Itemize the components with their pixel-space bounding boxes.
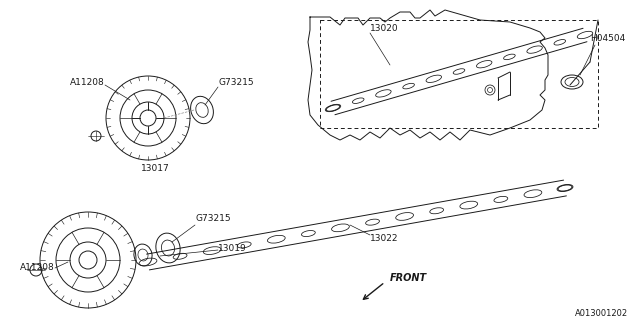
Text: 13022: 13022	[370, 234, 399, 243]
Text: H04504: H04504	[590, 34, 625, 43]
Text: G73215: G73215	[218, 77, 253, 86]
Text: G73215: G73215	[195, 213, 230, 222]
Text: A11208: A11208	[20, 263, 55, 273]
Text: 13019: 13019	[218, 244, 247, 252]
Text: 13017: 13017	[141, 164, 170, 172]
Text: FRONT: FRONT	[390, 273, 427, 283]
Text: A013001202: A013001202	[575, 309, 628, 318]
Text: A11208: A11208	[70, 77, 105, 86]
Text: 13020: 13020	[370, 23, 399, 33]
